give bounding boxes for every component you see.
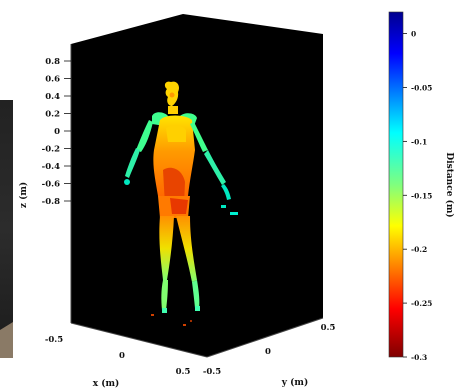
figure-left-forearm: [125, 148, 140, 178]
colorbar: 0 -0.05 -0.1 -0.15 -0.2 -0.25 -0.3 Distance (m…: [388, 11, 455, 362]
x-tick-label: -0.5: [45, 335, 63, 345]
colorbar-tick-label: -0.15: [411, 191, 432, 200]
figure-left-upper-arm: [136, 120, 153, 152]
figure-right-leg: [176, 216, 197, 282]
figure-torso-hot: [163, 167, 185, 205]
z-tick-label: -0.6: [42, 180, 60, 190]
figure-chest-highlight: [166, 125, 186, 142]
colorbar-tick-label: -0.1: [411, 137, 427, 146]
z-tick-label: -0.4: [42, 162, 60, 172]
z-tick-label: 0.2: [45, 110, 60, 120]
figure-right-lower-leg: [192, 280, 200, 308]
figure-left-lower-leg: [161, 280, 168, 310]
figure-right-foot: [195, 306, 200, 311]
figure-left-leg: [159, 216, 174, 280]
colorbar-tick-label: -0.2: [411, 245, 427, 254]
colorbar-tick-label: -0.05: [411, 83, 432, 92]
figure-left-hand: [124, 179, 130, 185]
x-tick-label: 0.5: [176, 367, 191, 377]
point-cloud-figure: [124, 81, 238, 326]
colorbar-label: Distance (m): [444, 152, 455, 217]
z-axis: 0.8 0.6 0.4 0.2 0 -0.2 -0.4 -0.6 -0.8 z (m): [18, 57, 71, 208]
z-axis-label: z (m): [18, 182, 29, 208]
figure-face: [169, 92, 175, 98]
z-axis-label-text: z (m): [18, 182, 29, 208]
colorbar-tick-label: -0.25: [411, 299, 432, 308]
z-tick-label: 0.8: [45, 57, 60, 67]
colorbar-label-text: Distance (m): [444, 152, 455, 217]
colorbar-tick-label: -0.3: [411, 353, 427, 362]
z-tick-label: 0.4: [45, 92, 60, 102]
x-axis-label: x (m): [93, 378, 120, 389]
figure-right-hand-fragment: [221, 205, 226, 208]
floor-noise-point: [151, 314, 154, 316]
x-tick-label: 0: [119, 351, 125, 361]
figure-right-forearm: [204, 150, 226, 185]
colorbar-gradient: [388, 11, 404, 358]
plot-box: [70, 14, 324, 358]
figure-neck: [168, 106, 178, 114]
floor-noise-point: [183, 324, 186, 326]
floor-noise-point: [190, 320, 192, 322]
y-tick-label: 0: [265, 347, 271, 357]
figure-hips-hot: [170, 198, 188, 214]
figure-right-hand-fragment-2: [230, 212, 238, 215]
z-tick-label: 0.6: [45, 75, 60, 85]
photo-detail: [0, 322, 13, 358]
z-axis-ticks: 0.8 0.6 0.4 0.2 0 -0.2 -0.4 -0.6 -0.8: [42, 57, 71, 207]
y-axis: -0.5 0 0.5 y (m): [203, 323, 336, 388]
y-axis-label: y (m): [281, 377, 308, 388]
x-axis: -0.5 0 0.5 x (m): [45, 335, 191, 389]
z-tick-label: -0.8: [42, 197, 60, 207]
photo-strip: [0, 100, 13, 358]
figure-left-foot: [162, 308, 167, 313]
figure-right-upper-arm: [190, 122, 208, 152]
colorbar-tick-label: 0: [411, 30, 416, 39]
y-tick-label: 0.5: [321, 323, 336, 333]
colorbar-ticks: 0 -0.05 -0.1 -0.15 -0.2 -0.25 -0.3: [403, 30, 432, 362]
figure-right-hand: [221, 184, 231, 200]
y-tick-label: -0.5: [203, 367, 221, 377]
z-tick-label: -0.2: [42, 145, 60, 155]
z-tick-label: 0: [54, 127, 60, 137]
